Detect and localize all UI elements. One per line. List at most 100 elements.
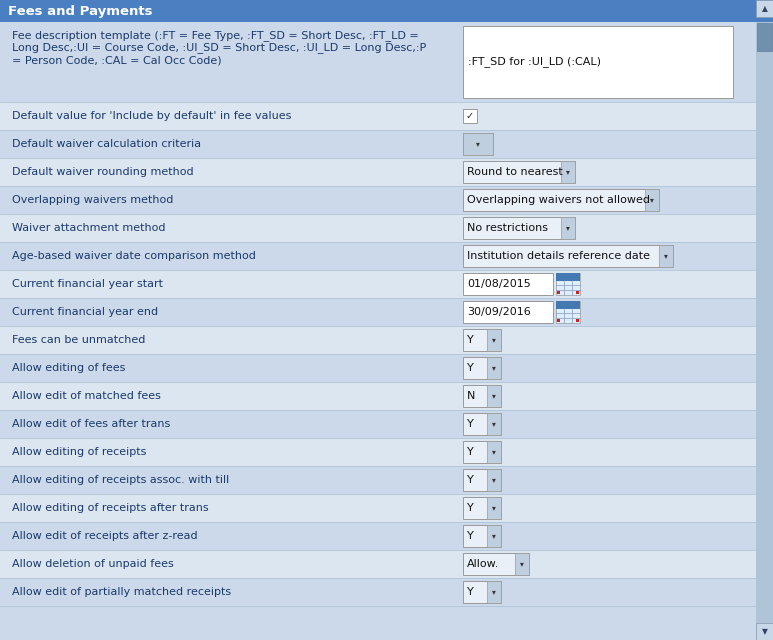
Text: ▼: ▼ [761,627,768,636]
Bar [463,26,733,98]
Bar [487,525,501,547]
Text: Default waiver rounding method: Default waiver rounding method [12,167,193,177]
Text: Allow deletion of unpaid fees: Allow deletion of unpaid fees [12,559,174,569]
Text: Round to nearest: Round to nearest [467,167,563,177]
Text: ▾: ▾ [492,335,496,344]
Text: ▾: ▾ [566,168,570,177]
Text: Institution details reference date: Institution details reference date [467,251,650,261]
Bar [463,161,575,183]
Bar [463,469,501,491]
Text: Allow editing of fees: Allow editing of fees [12,363,125,373]
Bar [0,158,756,186]
Text: Allow editing of receipts after trans: Allow editing of receipts after trans [12,503,209,513]
Bar [487,329,501,351]
Text: ▾: ▾ [492,447,496,456]
Bar [557,291,560,294]
Text: Fees and Payments: Fees and Payments [8,4,152,17]
Bar [463,109,477,123]
Text: ▾: ▾ [664,252,668,260]
Bar [0,466,756,494]
Text: ▲: ▲ [761,4,768,13]
Bar [757,23,772,51]
Text: Y: Y [467,587,474,597]
Text: Y: Y [467,503,474,513]
Text: Default value for 'Include by default' in fee values: Default value for 'Include by default' i… [12,111,291,121]
Bar [463,357,501,379]
Bar [463,413,501,435]
Bar [487,385,501,407]
Text: Fees can be unmatched: Fees can be unmatched [12,335,145,345]
Bar [659,245,673,267]
Bar [0,298,756,326]
Text: ▾: ▾ [492,531,496,541]
Text: ▾: ▾ [520,559,524,568]
Bar [0,494,756,522]
Text: N: N [467,391,475,401]
Bar [0,130,756,158]
Bar [463,385,501,407]
Bar [0,354,756,382]
Bar [463,217,575,239]
Bar [556,301,580,308]
Text: ▾: ▾ [566,223,570,232]
Text: Overlapping waivers not allowed: Overlapping waivers not allowed [467,195,650,205]
Bar [463,245,673,267]
Bar [556,273,580,281]
Text: Y: Y [467,475,474,485]
Text: Fee description template (:FT = Fee Type, :FT_SD = Short Desc, :FT_LD =
Long Des: Fee description template (:FT = Fee Type… [12,30,426,65]
Text: ▾: ▾ [492,476,496,484]
Text: Allow.: Allow. [467,559,499,569]
Text: Waiver attachment method: Waiver attachment method [12,223,165,233]
Bar [756,0,773,640]
Bar [0,410,756,438]
Text: Default waiver calculation criteria: Default waiver calculation criteria [12,139,201,149]
Text: Allow edit of matched fees: Allow edit of matched fees [12,391,161,401]
Bar [0,0,773,22]
Bar [0,242,756,270]
Text: Y: Y [467,335,474,345]
Text: Allow edit of partially matched receipts: Allow edit of partially matched receipts [12,587,231,597]
Bar [463,329,501,351]
Text: Allow editing of receipts assoc. with till: Allow editing of receipts assoc. with ti… [12,475,230,485]
Bar [0,438,756,466]
Text: ▾: ▾ [492,588,496,596]
Bar [0,326,756,354]
Bar [0,102,756,130]
Bar [0,578,756,606]
Bar [487,469,501,491]
Bar [463,133,493,155]
Text: ▾: ▾ [492,364,496,372]
Bar [487,497,501,519]
Bar [0,186,756,214]
Text: Current financial year end: Current financial year end [12,307,158,317]
Bar [463,301,553,323]
Bar [0,382,756,410]
Bar [463,525,501,547]
Text: ▾: ▾ [492,504,496,513]
Bar [576,291,579,294]
Bar [487,413,501,435]
Bar [0,22,756,102]
Text: Age-based waiver date comparison method: Age-based waiver date comparison method [12,251,256,261]
Text: Current financial year start: Current financial year start [12,279,163,289]
Bar [0,522,756,550]
Text: Allow editing of receipts: Allow editing of receipts [12,447,146,457]
Bar [463,273,553,295]
Text: Allow edit of receipts after z-read: Allow edit of receipts after z-read [12,531,198,541]
Bar [756,623,773,640]
Bar [576,319,579,322]
Bar [463,497,501,519]
Bar [561,217,575,239]
Bar [463,553,529,575]
Text: ▾: ▾ [492,419,496,429]
Bar [561,161,575,183]
Bar [557,319,560,322]
Text: ✓: ✓ [466,111,474,121]
Bar [463,133,493,155]
Text: :FT_SD for :UI_LD (:CAL): :FT_SD for :UI_LD (:CAL) [468,56,601,67]
Bar [487,581,501,603]
Text: ▾: ▾ [476,140,480,148]
Text: 30/09/2016: 30/09/2016 [467,307,531,317]
Text: ▾: ▾ [650,195,654,205]
Text: Y: Y [467,419,474,429]
